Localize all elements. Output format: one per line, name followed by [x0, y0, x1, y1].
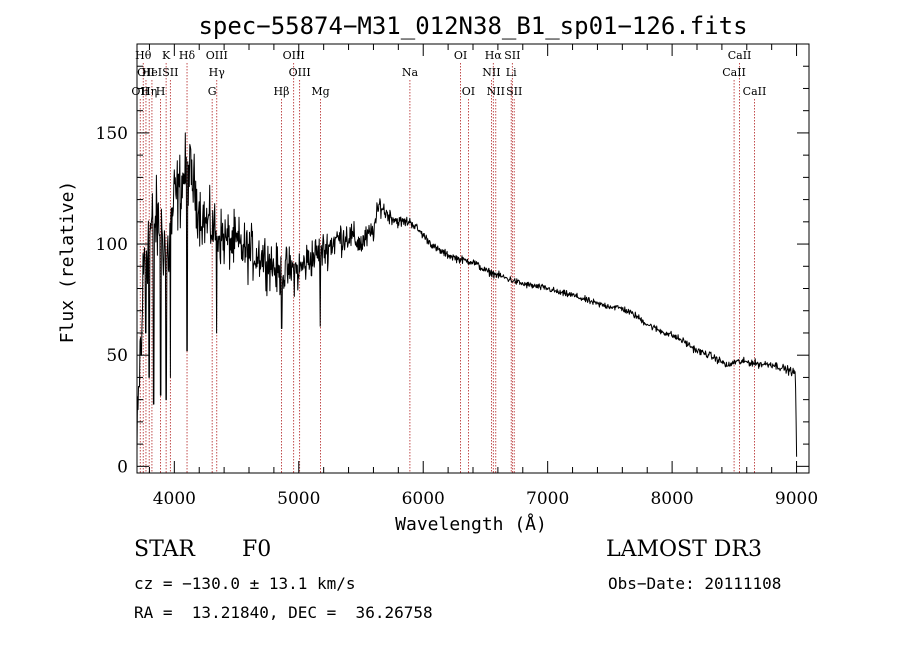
line-marker-label: Na [402, 66, 419, 79]
line-marker-label: OI [462, 85, 475, 98]
spectrum-line [136, 132, 798, 457]
x-tick-label: 7000 [526, 489, 569, 509]
line-marker-label: Hθ [135, 49, 152, 62]
x-tick-label: 8000 [650, 489, 693, 509]
line-marker-label: NII [487, 85, 505, 98]
x-axis-label: Wavelength (Å) [395, 513, 547, 535]
plot-frame [136, 43, 810, 474]
line-marker-label: OIII [283, 49, 305, 62]
y-tick-label: 150 [96, 124, 128, 144]
line-marker-label: H [156, 85, 166, 98]
object-subclass: F0 [242, 537, 272, 562]
line-marker-label: SII [504, 49, 520, 62]
x-tick-label: 6000 [402, 489, 445, 509]
x-tick-label: 9000 [775, 489, 818, 509]
redshift-velocity: cz = −130.0 ± 13.1 km/s [134, 574, 356, 593]
line-marker-label: SII [162, 66, 178, 79]
line-marker-label: HeI [142, 66, 162, 79]
observation-date: Obs−Date: 20111108 [608, 574, 782, 593]
line-marker-label: CaII [743, 85, 767, 98]
line-marker-label: NII [482, 66, 500, 79]
y-axis-ticks: 0 50 100 150 [96, 43, 809, 477]
chart-title: spec−55874−M31_012N38_B1_sp01−126.fits [198, 12, 747, 40]
object-class: STAR [134, 537, 195, 562]
x-tick-label: 4000 [153, 489, 196, 509]
line-markers [139, 63, 755, 473]
line-marker-label: SII [506, 85, 522, 98]
line-marker-label: Hη [141, 85, 157, 98]
line-marker-label: CaII [728, 49, 752, 62]
y-tick-label: 0 [117, 457, 128, 477]
line-marker-label: Hβ [274, 85, 290, 98]
line-marker-label: Hδ [179, 49, 196, 62]
line-marker-label: Hγ [209, 66, 226, 79]
line-marker-label: Li [506, 66, 517, 79]
y-tick-label: 100 [96, 235, 128, 255]
line-marker-label: Hα [485, 49, 503, 62]
x-axis-ticks: 4000 5000 6000 7000 8000 9000 [148, 44, 818, 509]
line-marker-label: CaII [722, 66, 746, 79]
y-tick-label: 50 [106, 346, 128, 366]
line-marker-label: OIII [206, 49, 228, 62]
y-axis-label: Flux (relative) [57, 181, 78, 344]
line-marker-label: OII [131, 85, 149, 98]
sky-coordinates: RA = 13.21840, DEC = 36.26758 [134, 603, 433, 622]
x-tick-label: 5000 [277, 489, 320, 509]
line-marker-label: OII [137, 66, 155, 79]
line-marker-label: G [208, 85, 217, 98]
line-marker-label: OI [454, 49, 467, 62]
survey-name: LAMOST DR3 [606, 537, 762, 562]
line-marker-label: K [162, 49, 171, 62]
line-marker-labels: OIIHθOIIHηHeIHKSIIHδGOIIIHγHβOIIIOIIIMgN… [131, 49, 766, 98]
line-marker-label: OIII [289, 66, 311, 79]
line-marker-label: Mg [311, 85, 329, 98]
